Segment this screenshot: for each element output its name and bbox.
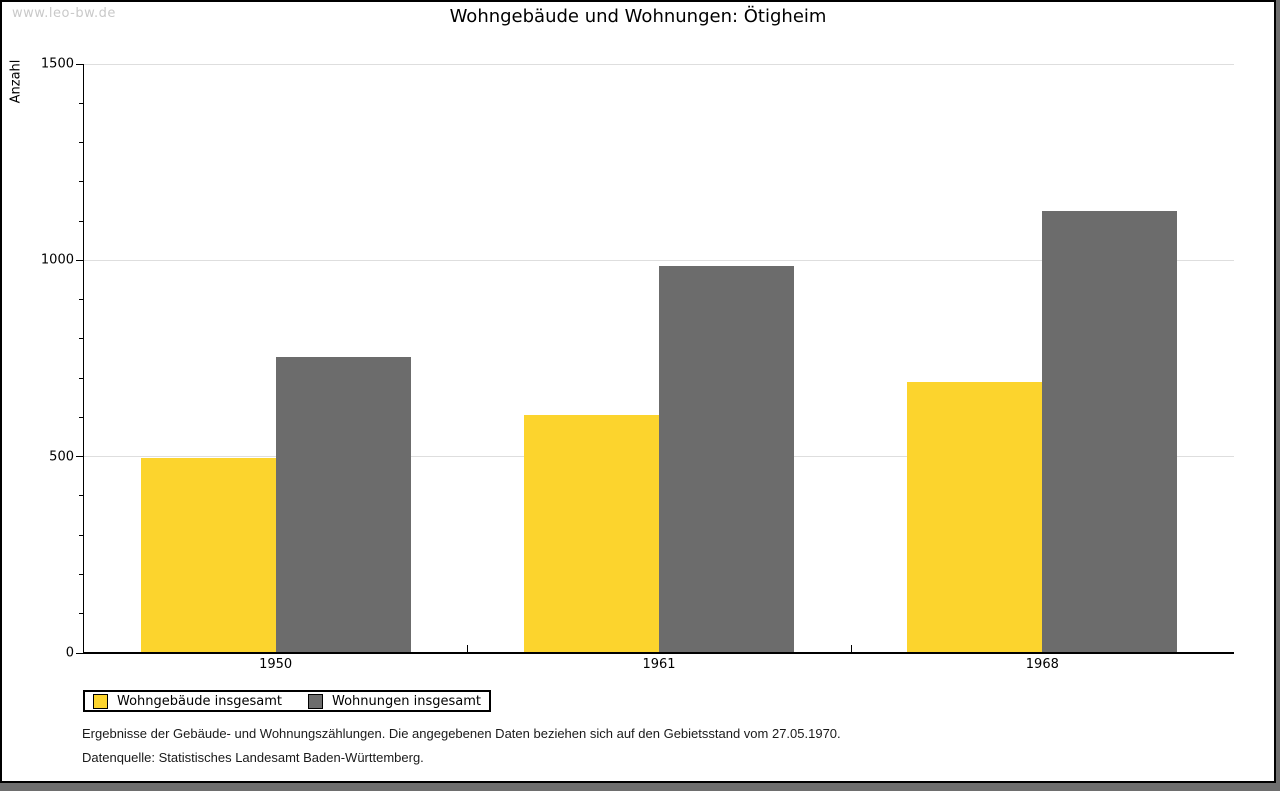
x-axis-separator-tick (467, 645, 469, 652)
y-minor-tick-900 (79, 299, 83, 301)
y-minor-tick-200 (79, 573, 83, 575)
legend-item-wohnungen: Wohnungen insgesamt (308, 693, 481, 709)
bar-1968-wohngebaeude (907, 381, 1043, 652)
y-minor-tick-100 (79, 613, 83, 615)
chart-title: Wohngebäude und Wohnungen: Ötigheim (449, 6, 827, 27)
legend-swatch-gray-icon (308, 693, 323, 709)
y-minor-tick-400 (79, 495, 83, 497)
y-major-tick-0 (76, 652, 83, 654)
y-minor-tick-1300 (79, 142, 83, 144)
footnote-source-note: Ergebnisse der Gebäude- und Wohnungszähl… (82, 726, 841, 741)
bar-1961-wohngebaeude (524, 414, 659, 652)
y-axis-line (83, 64, 84, 653)
legend-label: Wohngebäude insgesamt (117, 693, 282, 709)
y-minor-tick-1200 (79, 181, 83, 183)
legend: Wohngebäude insgesamt Wohnungen insgesam… (83, 690, 491, 712)
y-tick-label-1500: 1500 (40, 56, 74, 72)
footnote-data-source: Datenquelle: Statistisches Landesamt Bad… (82, 750, 424, 765)
gridline-1000 (84, 259, 1234, 261)
y-major-tick-500 (76, 456, 83, 458)
legend-swatch-yellow-icon (93, 693, 108, 709)
y-axis-label: Anzahl (8, 59, 24, 104)
y-tick-label-1000: 1000 (40, 252, 74, 268)
x-category-label-1968: 1968 (1025, 657, 1059, 672)
site-watermark: www.leo-bw.de (12, 6, 116, 21)
y-tick-label-0: 0 (65, 645, 74, 661)
y-major-tick-1000 (76, 259, 83, 261)
x-category-label-1950: 1950 (259, 657, 293, 672)
bar-1961-wohnungen (659, 265, 794, 652)
bar-chart-plot-area: 1950 1961 1968 0 500 1000 1500 (41, 57, 1234, 672)
y-tick-label-500: 500 (49, 449, 74, 465)
footnotes: Ergebnisse der Gebäude- und Wohnungszähl… (82, 726, 841, 774)
x-axis-line (83, 652, 1234, 654)
y-minor-tick-1400 (79, 102, 83, 104)
bar-1968-wohnungen (1042, 210, 1178, 652)
x-category-label-1961: 1961 (642, 657, 676, 672)
bar-1950-wohnungen (275, 356, 411, 652)
x-axis-separator-tick (850, 645, 852, 652)
bar-1950-wohngebaeude (140, 457, 276, 652)
y-minor-tick-700 (79, 377, 83, 379)
legend-item-wohngebaeude: Wohngebäude insgesamt (93, 693, 282, 709)
y-minor-tick-1100 (79, 220, 83, 222)
y-minor-tick-800 (79, 338, 83, 340)
y-minor-tick-300 (79, 534, 83, 536)
gridline-1500 (84, 63, 1234, 65)
legend-label: Wohnungen insgesamt (332, 693, 481, 709)
y-major-tick-1500 (76, 63, 83, 65)
y-minor-tick-600 (79, 416, 83, 418)
